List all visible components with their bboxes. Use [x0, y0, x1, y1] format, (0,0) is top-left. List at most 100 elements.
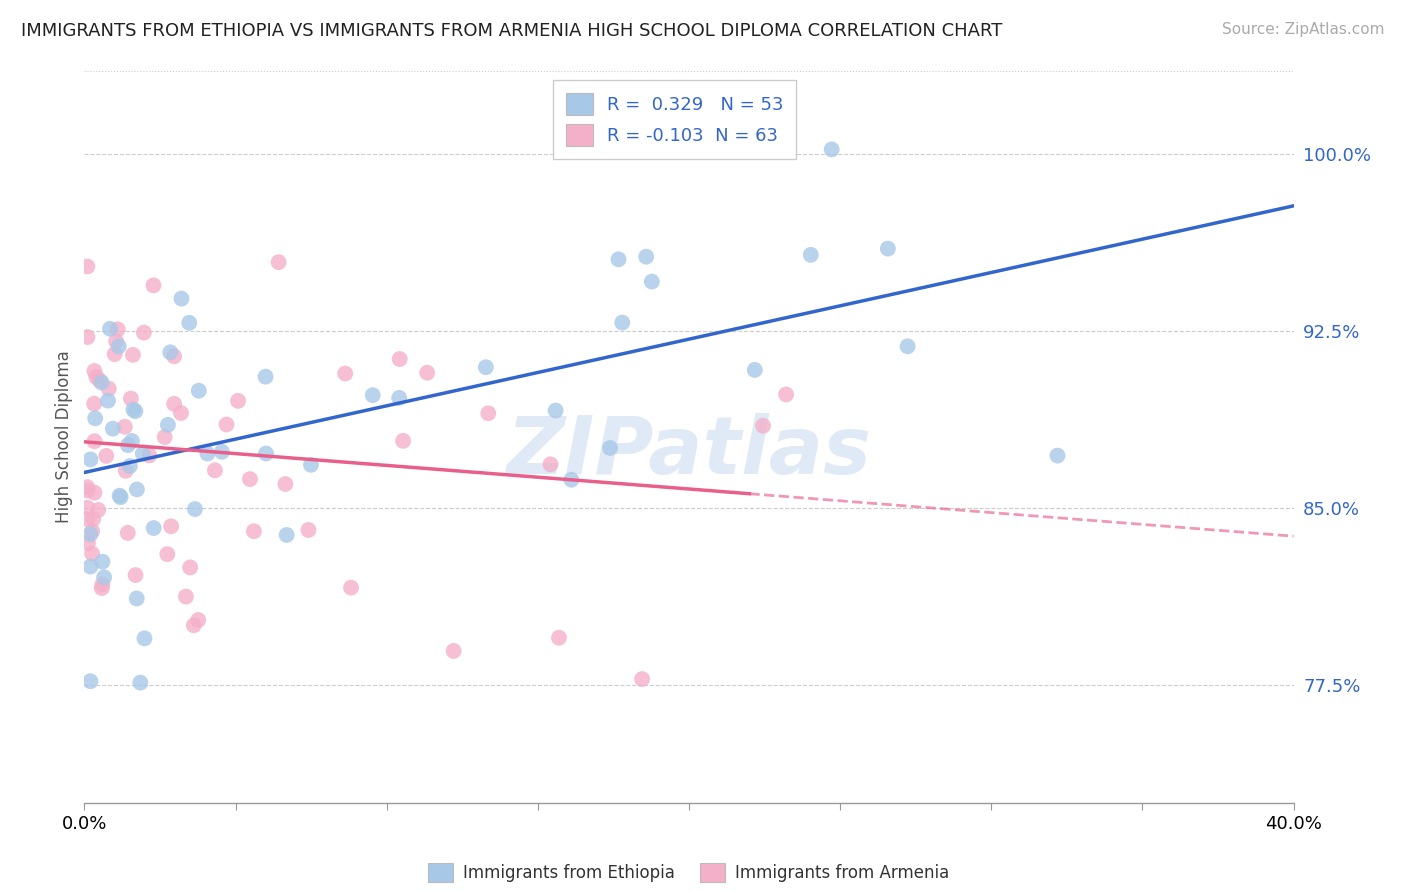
- Point: [125, 483, 148, 497]
- Point: [876, 242, 898, 256]
- Point: [76, 480, 98, 494]
- Point: [174, 590, 197, 604]
- Point: [443, 644, 465, 658]
- Point: [83, 434, 105, 449]
- Legend: Immigrants from Ethiopia, Immigrants from Armenia: Immigrants from Ethiopia, Immigrants fro…: [420, 855, 957, 890]
- Point: [77, 536, 100, 550]
- Point: [159, 345, 181, 359]
- Point: [156, 547, 179, 561]
- Point: [93, 570, 115, 584]
- Point: [132, 326, 155, 340]
- Point: [1046, 449, 1069, 463]
- Point: [132, 447, 155, 461]
- Y-axis label: High School Diploma: High School Diploma: [55, 351, 73, 524]
- Point: [76, 500, 98, 515]
- Point: [607, 252, 630, 267]
- Point: [744, 363, 766, 377]
- Point: [560, 473, 582, 487]
- Point: [97, 393, 120, 408]
- Point: [142, 278, 165, 293]
- Point: [117, 525, 139, 540]
- Point: [416, 366, 439, 380]
- Point: [170, 292, 193, 306]
- Text: IMMIGRANTS FROM ETHIOPIA VS IMMIGRANTS FROM ARMENIA HIGH SCHOOL DIPLOMA CORRELAT: IMMIGRANTS FROM ETHIOPIA VS IMMIGRANTS F…: [21, 22, 1002, 40]
- Point: [163, 397, 186, 411]
- Point: [187, 384, 209, 398]
- Point: [631, 672, 654, 686]
- Point: [83, 397, 105, 411]
- Point: [361, 388, 384, 402]
- Point: [636, 250, 658, 264]
- Point: [544, 403, 567, 417]
- Point: [153, 430, 176, 444]
- Point: [82, 512, 104, 526]
- Point: [91, 555, 114, 569]
- Point: [897, 339, 920, 353]
- Text: ZIPatlas: ZIPatlas: [506, 413, 872, 491]
- Point: [392, 434, 415, 448]
- Point: [160, 519, 183, 533]
- Point: [107, 339, 129, 353]
- Point: [475, 360, 498, 375]
- Point: [124, 568, 146, 582]
- Point: [79, 559, 101, 574]
- Point: [211, 445, 233, 459]
- Point: [76, 260, 98, 274]
- Point: [388, 351, 411, 366]
- Point: [108, 489, 131, 503]
- Point: [215, 417, 238, 432]
- Point: [89, 373, 111, 387]
- Point: [254, 446, 277, 460]
- Point: [121, 434, 143, 448]
- Point: [120, 392, 142, 406]
- Point: [138, 449, 160, 463]
- Point: [90, 376, 112, 390]
- Point: [125, 591, 148, 606]
- Point: [170, 406, 193, 420]
- Point: [299, 458, 322, 472]
- Point: [96, 449, 118, 463]
- Point: [114, 419, 136, 434]
- Point: [101, 422, 124, 436]
- Point: [79, 527, 101, 541]
- Point: [184, 502, 207, 516]
- Point: [183, 618, 205, 632]
- Point: [388, 391, 411, 405]
- Point: [134, 632, 156, 646]
- Point: [76, 483, 98, 498]
- Point: [612, 316, 634, 330]
- Point: [340, 581, 363, 595]
- Point: [118, 459, 141, 474]
- Point: [91, 577, 114, 591]
- Point: [599, 441, 621, 455]
- Point: [243, 524, 266, 539]
- Point: [335, 367, 357, 381]
- Point: [104, 347, 127, 361]
- Point: [276, 528, 298, 542]
- Point: [477, 406, 499, 420]
- Point: [187, 613, 209, 627]
- Point: [179, 560, 201, 574]
- Point: [540, 458, 562, 472]
- Point: [548, 631, 571, 645]
- Point: [84, 411, 107, 425]
- Point: [97, 382, 120, 396]
- Point: [239, 472, 262, 486]
- Point: [179, 316, 201, 330]
- Point: [98, 322, 121, 336]
- Point: [156, 417, 179, 432]
- Point: [83, 485, 105, 500]
- Point: [197, 446, 219, 460]
- Point: [122, 402, 145, 417]
- Point: [76, 512, 98, 526]
- Point: [204, 463, 226, 477]
- Point: [752, 418, 775, 433]
- Point: [226, 393, 249, 408]
- Point: [821, 142, 844, 156]
- Point: [82, 524, 104, 538]
- Point: [87, 503, 110, 517]
- Point: [163, 349, 186, 363]
- Point: [107, 322, 129, 336]
- Point: [105, 334, 128, 349]
- Point: [117, 438, 139, 452]
